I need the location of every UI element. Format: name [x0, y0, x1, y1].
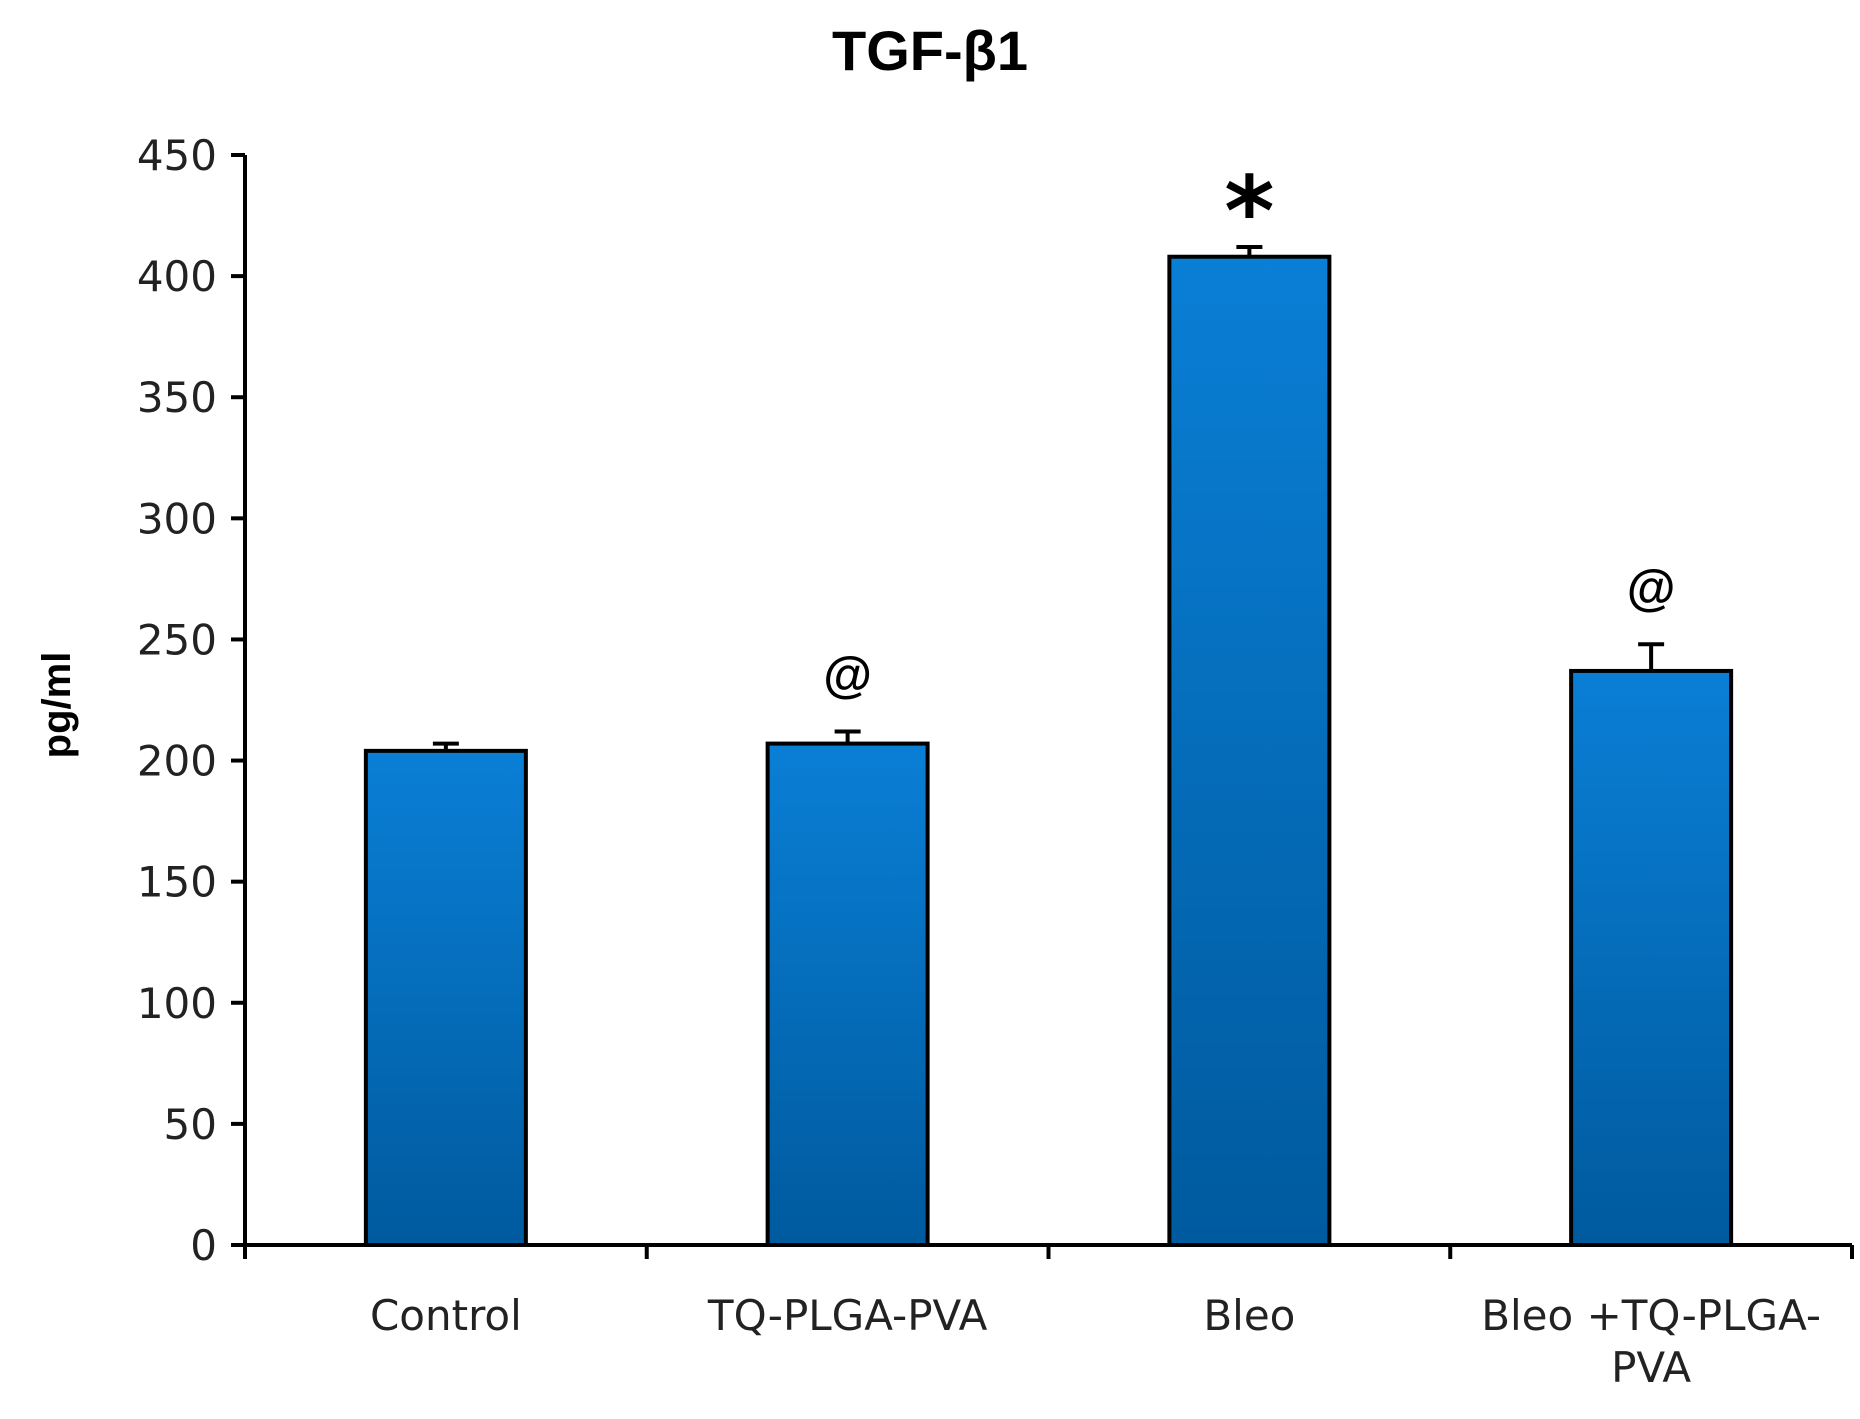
bar	[363, 748, 528, 1247]
x-category-label: Bleo	[1203, 1291, 1295, 1340]
y-tick-label: 350	[137, 373, 217, 422]
y-axis: 0 50 100 150 200 250 300 350 400 450	[137, 131, 247, 1270]
y-tick-label: 150	[137, 858, 217, 907]
x-category-label-line: TQ-PLGA-PVA	[707, 1291, 988, 1340]
x-category-label-line: PVA	[1611, 1343, 1691, 1392]
significance-star: *	[1224, 156, 1274, 268]
bar	[1569, 668, 1734, 1247]
y-tick-label: 0	[190, 1221, 217, 1270]
y-tick-label: 300	[137, 494, 217, 543]
x-category-label: Control	[370, 1291, 522, 1340]
x-axis: Control TQ-PLGA-PVA Bleo Bleo +TQ-PLGA-PVA	[243, 1243, 1854, 1392]
x-category-label: TQ-PLGA-PVA	[707, 1291, 988, 1340]
bars: @ * @	[363, 156, 1734, 1247]
y-tick-label: 200	[137, 737, 217, 786]
y-tick-label: 100	[137, 979, 217, 1028]
y-axis-label: pg/ml	[35, 652, 79, 759]
y-tick-label: 400	[137, 252, 217, 301]
x-category-label-line: Bleo +TQ-PLGA-	[1481, 1291, 1821, 1340]
significance-at: @	[823, 646, 872, 702]
x-category-label-line: Control	[370, 1291, 522, 1340]
x-category-label: Bleo +TQ-PLGA-PVA	[1481, 1291, 1821, 1392]
y-tick-label: 450	[137, 131, 217, 180]
y-tick-label: 250	[137, 615, 217, 664]
bar	[765, 741, 930, 1247]
x-category-label-line: Bleo	[1203, 1291, 1295, 1340]
chart-title: TGF-β1	[832, 19, 1028, 82]
bar	[1167, 254, 1332, 1247]
y-tick-label: 50	[164, 1100, 217, 1149]
significance-at: @	[1627, 559, 1676, 615]
